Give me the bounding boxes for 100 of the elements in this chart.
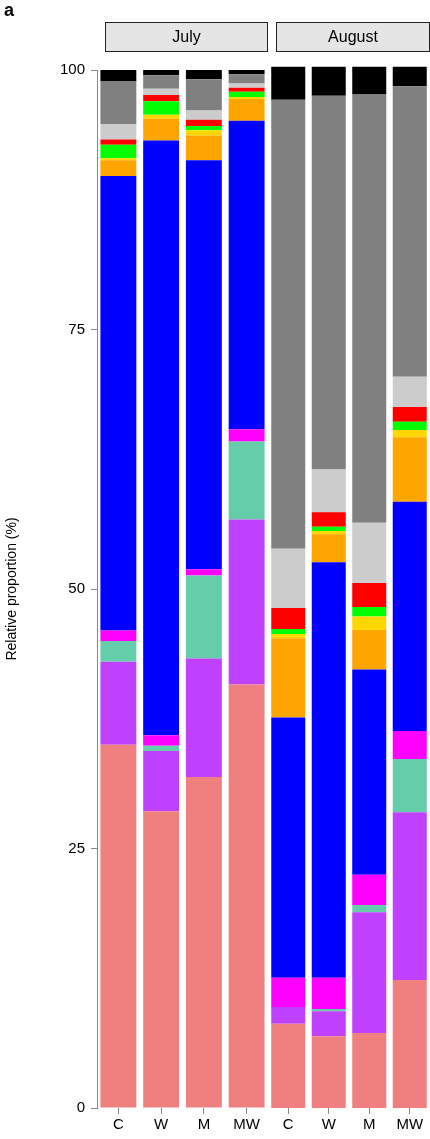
bar [271,548,306,609]
bar [352,629,387,670]
bar [311,531,346,535]
y-tick-label: 75 [68,319,85,337]
bar [352,912,387,1034]
bar [143,118,180,141]
bar [143,75,180,89]
bar [271,1006,306,1024]
bar [311,95,346,470]
bar [143,811,180,1108]
bar [311,977,346,1010]
bar [185,110,222,120]
bar [228,684,265,1108]
bar [392,437,427,502]
bar [352,1033,387,1108]
bar [311,534,346,563]
bar [271,717,306,978]
x-tick-label: C [112,1115,124,1133]
bar [143,88,180,95]
y-tick-label: 25 [68,838,85,856]
bar [185,135,222,161]
bar [143,70,180,76]
bar [100,123,137,140]
bar [352,669,387,875]
bar [271,1023,306,1108]
bar [271,99,306,549]
y-tick-label: 50 [68,579,85,597]
x-tick-label: M [197,1115,211,1133]
x-tick-label: C [282,1115,294,1133]
bar [185,79,222,111]
bar [228,120,265,430]
bar [143,140,180,736]
x-tick-label: MW [396,1115,424,1133]
bar [143,114,180,119]
x-tick-label: MW [233,1115,261,1133]
bar [100,661,137,745]
bar [143,750,180,812]
bar [392,812,427,980]
bar [100,160,137,176]
bar [311,562,346,978]
bar [228,96,265,100]
bar [100,744,137,1108]
bar [392,429,427,438]
bar [311,512,346,527]
bar [311,1009,346,1012]
chart-title: July [105,22,268,52]
bar [311,1011,346,1037]
chart-title: August [276,22,430,52]
bar [271,638,306,718]
bar [352,607,387,617]
bar [352,583,387,608]
bar [352,94,387,523]
bar [185,575,222,659]
bar [228,83,265,88]
bar [311,1036,346,1108]
bar [352,66,387,95]
bar [143,735,180,746]
bar [143,745,180,751]
bar [100,175,137,631]
bar [311,66,346,96]
bar [392,66,427,87]
bar [100,81,137,124]
bar [100,630,137,641]
bar [185,130,222,136]
bar [228,99,265,121]
bar [392,421,427,430]
x-tick-label: M [363,1115,376,1133]
bar [185,658,222,777]
x-tick-label: W [154,1115,170,1133]
bar [311,469,346,513]
bar [392,501,427,731]
y-axis-title: Relative proportion (%) [3,517,20,661]
bar [185,160,222,570]
x-tick-label: W [321,1115,337,1133]
bar [311,526,346,532]
y-tick-label: 0 [76,1098,85,1116]
bar [185,776,222,1108]
bar [392,86,427,377]
bar [100,70,137,82]
bar [228,519,265,685]
y-tick-label: 100 [59,60,85,78]
bar [228,429,265,442]
bar [100,640,137,662]
bar [352,904,387,913]
bar [392,759,427,813]
bar [228,70,265,75]
bar [392,730,427,760]
bar [143,101,180,115]
bar [100,139,137,145]
bar [352,616,387,630]
text: a [4,0,15,21]
bar [271,634,306,639]
bar [271,977,306,1007]
bar [228,87,265,92]
bar [271,628,306,635]
bar [100,144,137,159]
bar [352,874,387,905]
bar [185,119,222,127]
bar [228,91,265,97]
bar [100,158,137,161]
